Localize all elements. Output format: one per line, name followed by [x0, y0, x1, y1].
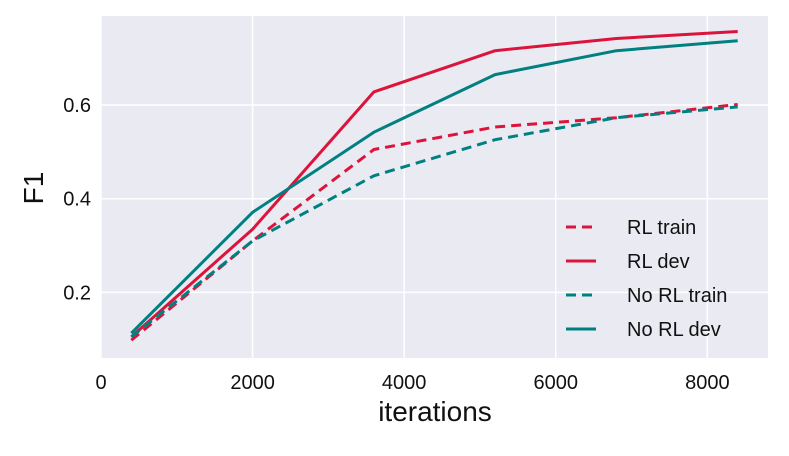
plot-area — [101, 16, 768, 358]
y-axis-ticks: 0.2 0.4 0.6 — [63, 95, 91, 304]
series-lines — [130, 30, 738, 342]
legend-label: No RL train — [627, 285, 727, 307]
legend-label: RL dev — [627, 251, 690, 273]
x-tick-label: 8000 — [685, 372, 730, 394]
series-line-no-rl-train — [130, 105, 738, 339]
y-axis-label: F1 — [18, 172, 49, 205]
x-tick-label: 4000 — [382, 372, 427, 394]
legend: RL train RL dev No RL train No RL dev — [566, 217, 727, 341]
series-line-rl-dev — [130, 30, 738, 339]
series-line-no-rl-dev — [130, 39, 738, 335]
y-tick-label: 0.4 — [63, 189, 91, 211]
x-tick-label: 0 — [95, 372, 106, 394]
legend-label: No RL dev — [627, 319, 721, 341]
y-tick-label: 0.2 — [63, 282, 91, 304]
x-tick-label: 2000 — [230, 372, 275, 394]
grid-lines — [100, 16, 768, 358]
y-tick-label: 0.6 — [63, 95, 91, 117]
x-tick-label: 6000 — [534, 372, 579, 394]
legend-label: RL train — [627, 217, 696, 239]
x-axis-label: iterations — [378, 396, 492, 427]
x-axis-ticks: 0 2000 4000 6000 8000 — [95, 372, 729, 394]
